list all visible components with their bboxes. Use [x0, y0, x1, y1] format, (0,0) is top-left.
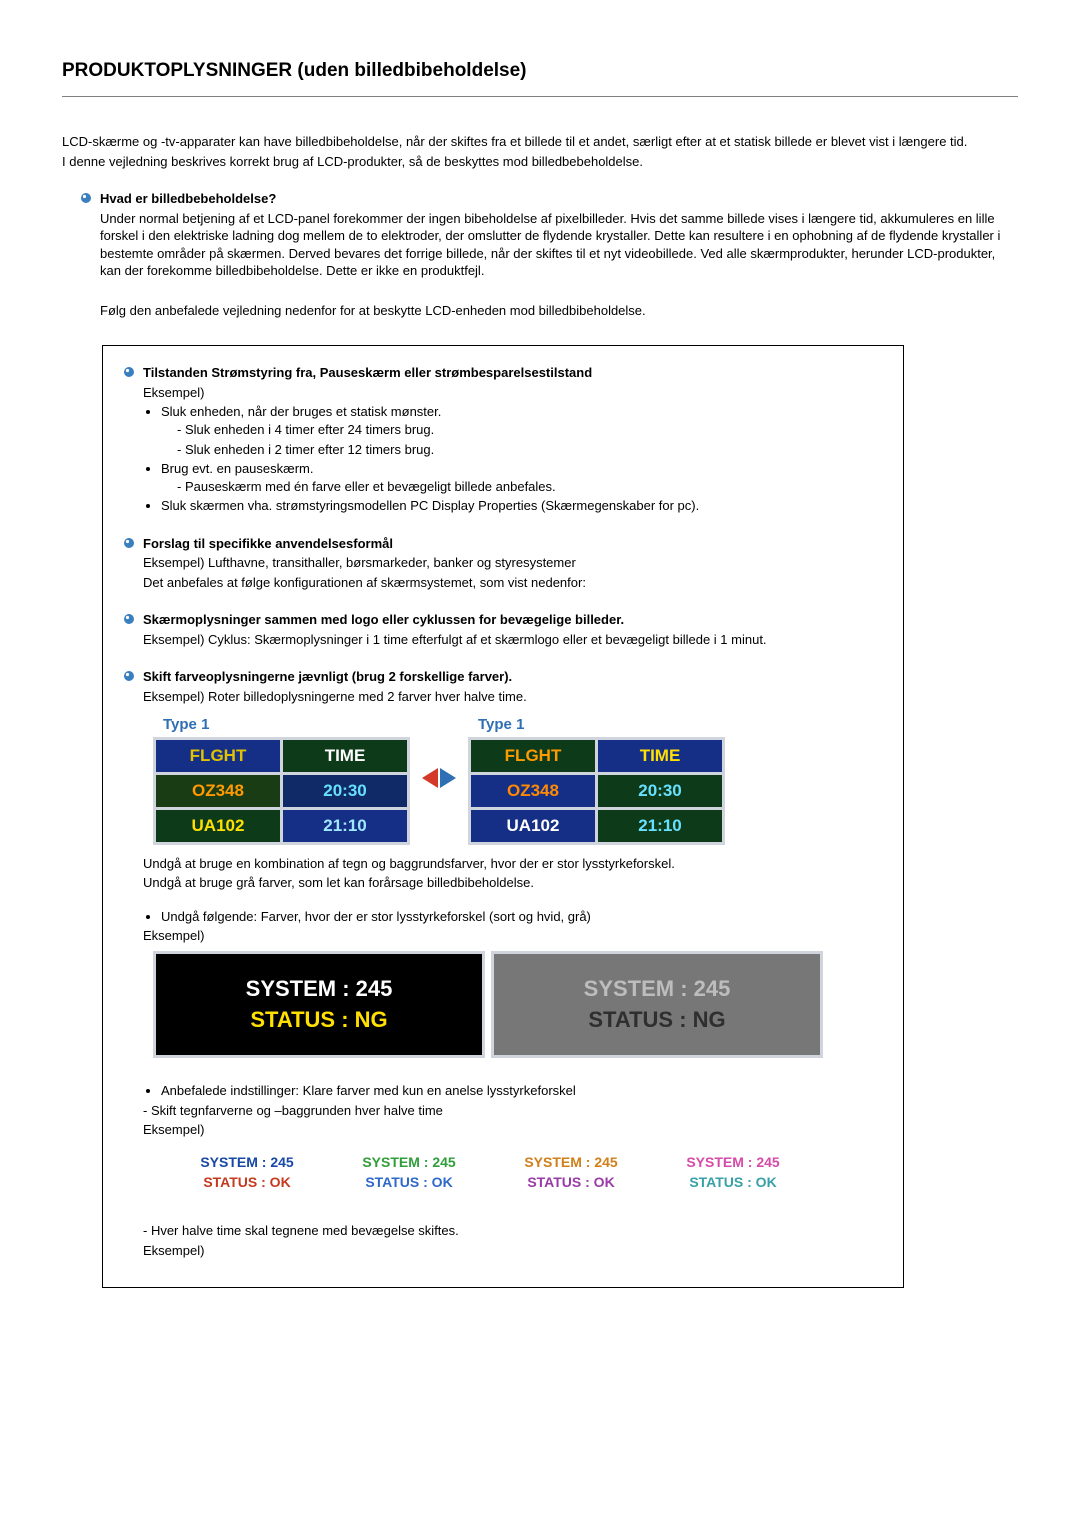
bullet-list: Undgå følgende: Farver, hvor der er stor… — [161, 908, 893, 926]
flight-panel-a: Type 1 FLGHT TIME OZ348 20:30 UA — [153, 712, 410, 845]
list-item: Anbefalede indstillinger: Klare farver m… — [161, 1082, 893, 1100]
ok-panel: SYSTEM : 245 STATUS : OK — [657, 1145, 809, 1200]
system-panel-b: SYSTEM : 245 STATUS : NG — [491, 951, 823, 1059]
intro-paragraph: I denne vejledning beskrives korrekt bru… — [62, 153, 1018, 171]
status-line: STATUS : OK — [501, 1173, 641, 1193]
sub-item: - Pauseskærm med én farve eller et bevæg… — [177, 478, 893, 496]
status-line: STATUS : NG — [174, 1005, 464, 1036]
body-text: Eksempel) Cyklus: Skærmoplysninger i 1 t… — [143, 631, 893, 649]
section-color-switch: Skift farveoplysningerne jævnligt (brug … — [123, 668, 893, 1261]
flight-table: FLGHT TIME OZ348 20:30 UA102 21:10 — [468, 737, 725, 845]
system-line: SYSTEM : 245 — [339, 1153, 479, 1173]
ok-panel: SYSTEM : 245 STATUS : OK — [333, 1145, 485, 1200]
status-line: STATUS : OK — [339, 1173, 479, 1193]
header-cell: FLGHT — [470, 738, 597, 773]
system-panel-a: SYSTEM : 245 STATUS : NG — [153, 951, 485, 1059]
sub-item: - Sluk enheden i 4 timer efter 24 timers… — [177, 421, 893, 439]
list-item: Sluk enheden, når der bruges et statisk … — [161, 403, 893, 458]
ok-example: SYSTEM : 245 STATUS : OK SYSTEM : 245 ST… — [171, 1145, 893, 1200]
list-item: Brug evt. en pauseskærm. - Pauseskærm me… — [161, 460, 893, 495]
list-text: Brug evt. en pauseskærm. — [161, 461, 313, 476]
data-cell: 21:10 — [597, 808, 724, 843]
system-line: SYSTEM : 245 — [177, 1153, 317, 1173]
status-line: STATUS : OK — [177, 1173, 317, 1193]
body-text: - Skift tegnfarverne og –baggrunden hver… — [143, 1102, 893, 1120]
body-text: - Hver halve time skal tegnene med bevæg… — [143, 1222, 893, 1240]
list-item: Undgå følgende: Farver, hvor der er stor… — [161, 908, 893, 926]
swap-arrows-icon — [422, 768, 456, 788]
section-heading: Tilstanden Strømstyring fra, Pauseskærm … — [143, 364, 893, 382]
section-heading: Hvad er billedbebeholdelse? — [100, 190, 1018, 208]
ok-panel: SYSTEM : 245 STATUS : OK — [495, 1145, 647, 1200]
document-page: PRODUKTOPLYSNINGER (uden billedbibeholde… — [0, 0, 1080, 1328]
section-heading: Skærmoplysninger sammen med logo eller c… — [143, 611, 893, 629]
data-cell: UA102 — [470, 808, 597, 843]
list-text: Sluk enheden, når der bruges et statisk … — [161, 404, 441, 419]
horizontal-rule — [62, 96, 1018, 97]
intro-paragraph: LCD-skærme og -tv-apparater kan have bil… — [62, 133, 1018, 151]
system-line: SYSTEM : 245 — [174, 974, 464, 1005]
page-title: PRODUKTOPLYSNINGER (uden billedbibeholde… — [62, 60, 1018, 82]
section-what-is: Hvad er billedbebeholdelse? Under normal… — [80, 190, 1018, 321]
type-label: Type 1 — [153, 712, 410, 737]
ok-panel: SYSTEM : 245 STATUS : OK — [171, 1145, 323, 1200]
bullet-list: Anbefalede indstillinger: Klare farver m… — [161, 1082, 893, 1100]
body-text: Under normal betjening af et LCD-panel f… — [100, 210, 1018, 280]
status-line: STATUS : NG — [512, 1005, 802, 1036]
bullet-icon — [123, 537, 135, 549]
example-label: Eksempel) — [143, 384, 893, 402]
type-label: Type 1 — [468, 712, 725, 737]
body-text: Eksempel) Roter billedoplysningerne med … — [143, 688, 893, 706]
data-cell: 21:10 — [282, 808, 409, 843]
body-text: Følg den anbefalede vejledning nedenfor … — [100, 302, 1018, 320]
header-cell: TIME — [597, 738, 724, 773]
flight-table: FLGHT TIME OZ348 20:30 UA102 21:10 — [153, 737, 410, 845]
section-heading: Forslag til specifikke anvendelsesformål — [143, 535, 893, 553]
section-logo-cycle: Skærmoplysninger sammen med logo eller c… — [123, 611, 893, 650]
bullet-icon — [123, 613, 135, 625]
section-heading: Skift farveoplysningerne jævnligt (brug … — [143, 668, 893, 686]
example-label: Eksempel) — [143, 927, 893, 945]
body-text: Undgå at bruge en kombination af tegn og… — [143, 855, 893, 873]
data-cell: OZ348 — [155, 773, 282, 808]
system-line: SYSTEM : 245 — [512, 974, 802, 1005]
body-text: Undgå at bruge grå farver, som let kan f… — [143, 874, 893, 892]
body-text: Eksempel) Lufthavne, transithaller, børs… — [143, 554, 893, 572]
body-text: Det anbefales at følge konfigurationen a… — [143, 574, 893, 592]
guidelines-box: Tilstanden Strømstyring fra, Pauseskærm … — [102, 345, 904, 1288]
bullet-icon — [80, 192, 92, 204]
header-cell: FLGHT — [155, 738, 282, 773]
header-cell: TIME — [282, 738, 409, 773]
data-cell: UA102 — [155, 808, 282, 843]
bullet-list: Sluk enheden, når der bruges et statisk … — [161, 403, 893, 514]
data-cell: OZ348 — [470, 773, 597, 808]
system-line: SYSTEM : 245 — [501, 1153, 641, 1173]
example-label: Eksempel) — [143, 1121, 893, 1139]
bullet-icon — [123, 670, 135, 682]
sub-item: - Sluk enheden i 2 timer efter 12 timers… — [177, 441, 893, 459]
data-cell: 20:30 — [282, 773, 409, 808]
intro-block: LCD-skærme og -tv-apparater kan have bil… — [62, 133, 1018, 170]
section-power-off: Tilstanden Strømstyring fra, Pauseskærm … — [123, 364, 893, 516]
system-line: SYSTEM : 245 — [663, 1153, 803, 1173]
example-label: Eksempel) — [143, 1242, 893, 1260]
bullet-icon — [123, 366, 135, 378]
flight-example: Type 1 FLGHT TIME OZ348 20:30 UA — [153, 712, 893, 845]
list-item: Sluk skærmen vha. strømstyringsmodellen … — [161, 497, 893, 515]
section-suggestions: Forslag til specifikke anvendelsesformål… — [123, 535, 893, 594]
flight-panel-b: Type 1 FLGHT TIME OZ348 20:30 UA — [468, 712, 725, 845]
status-line: STATUS : OK — [663, 1173, 803, 1193]
system-example: SYSTEM : 245 STATUS : NG SYSTEM : 245 ST… — [153, 951, 893, 1059]
data-cell: 20:30 — [597, 773, 724, 808]
